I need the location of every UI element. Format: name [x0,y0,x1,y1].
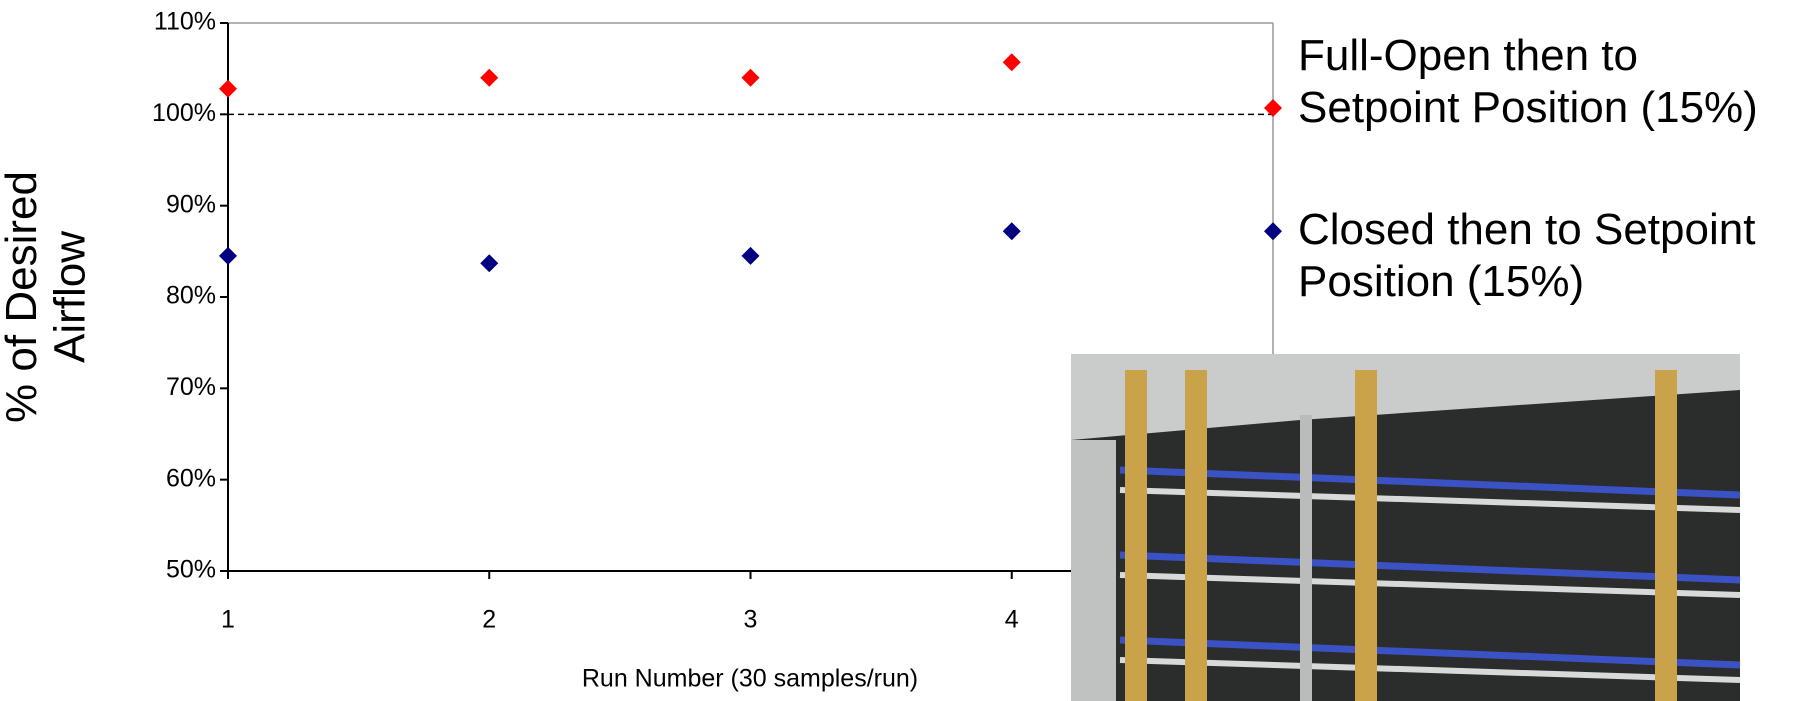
photo-blade [1119,551,1741,584]
x-tick-label: 1 [221,606,235,634]
x-tick-label: 2 [482,606,496,634]
data-point [741,246,760,265]
photo-blade [1119,466,1741,499]
data-point [741,68,760,87]
data-point [1264,98,1282,117]
data-point [219,246,237,265]
photo-rod [1655,370,1677,701]
photo-frame [1300,415,1312,701]
data-point [1002,222,1021,241]
x-tick-label: 3 [744,606,758,634]
photo-wall [1071,440,1116,701]
y-tick-label: 80% [166,282,216,310]
data-point [219,79,237,98]
photo-blade [1119,657,1741,683]
y-tick-label: 100% [152,99,216,127]
y-tick-label: 90% [166,190,216,218]
photo-blade [1119,636,1741,669]
photo-blade [1119,487,1741,513]
data-point [1264,222,1282,241]
x-tick-label: 4 [1005,606,1019,634]
photo-rod [1185,370,1207,701]
photo [1071,354,1741,701]
y-tick-label: 110% [154,8,216,36]
data-point [1002,53,1021,72]
legend-entry: Full-Open then to Setpoint Position (15%… [1298,31,1758,132]
legend-entry: Closed then to Setpoint Position (15%) [1298,205,1756,306]
photo-blade [1119,572,1741,598]
data-point [480,254,499,273]
y-tick-label: 60% [166,464,216,492]
photo-rod [1125,370,1147,701]
x-axis-title: Run Number (30 samples/run) [582,665,918,693]
photo-ceiling [1071,354,1740,440]
y-tick-label: 70% [166,373,216,401]
y-tick-label: 50% [166,556,216,584]
data-point [480,68,499,87]
y-axis-title: % of DesiredAirflow [0,171,95,423]
photo-rod [1355,370,1377,701]
